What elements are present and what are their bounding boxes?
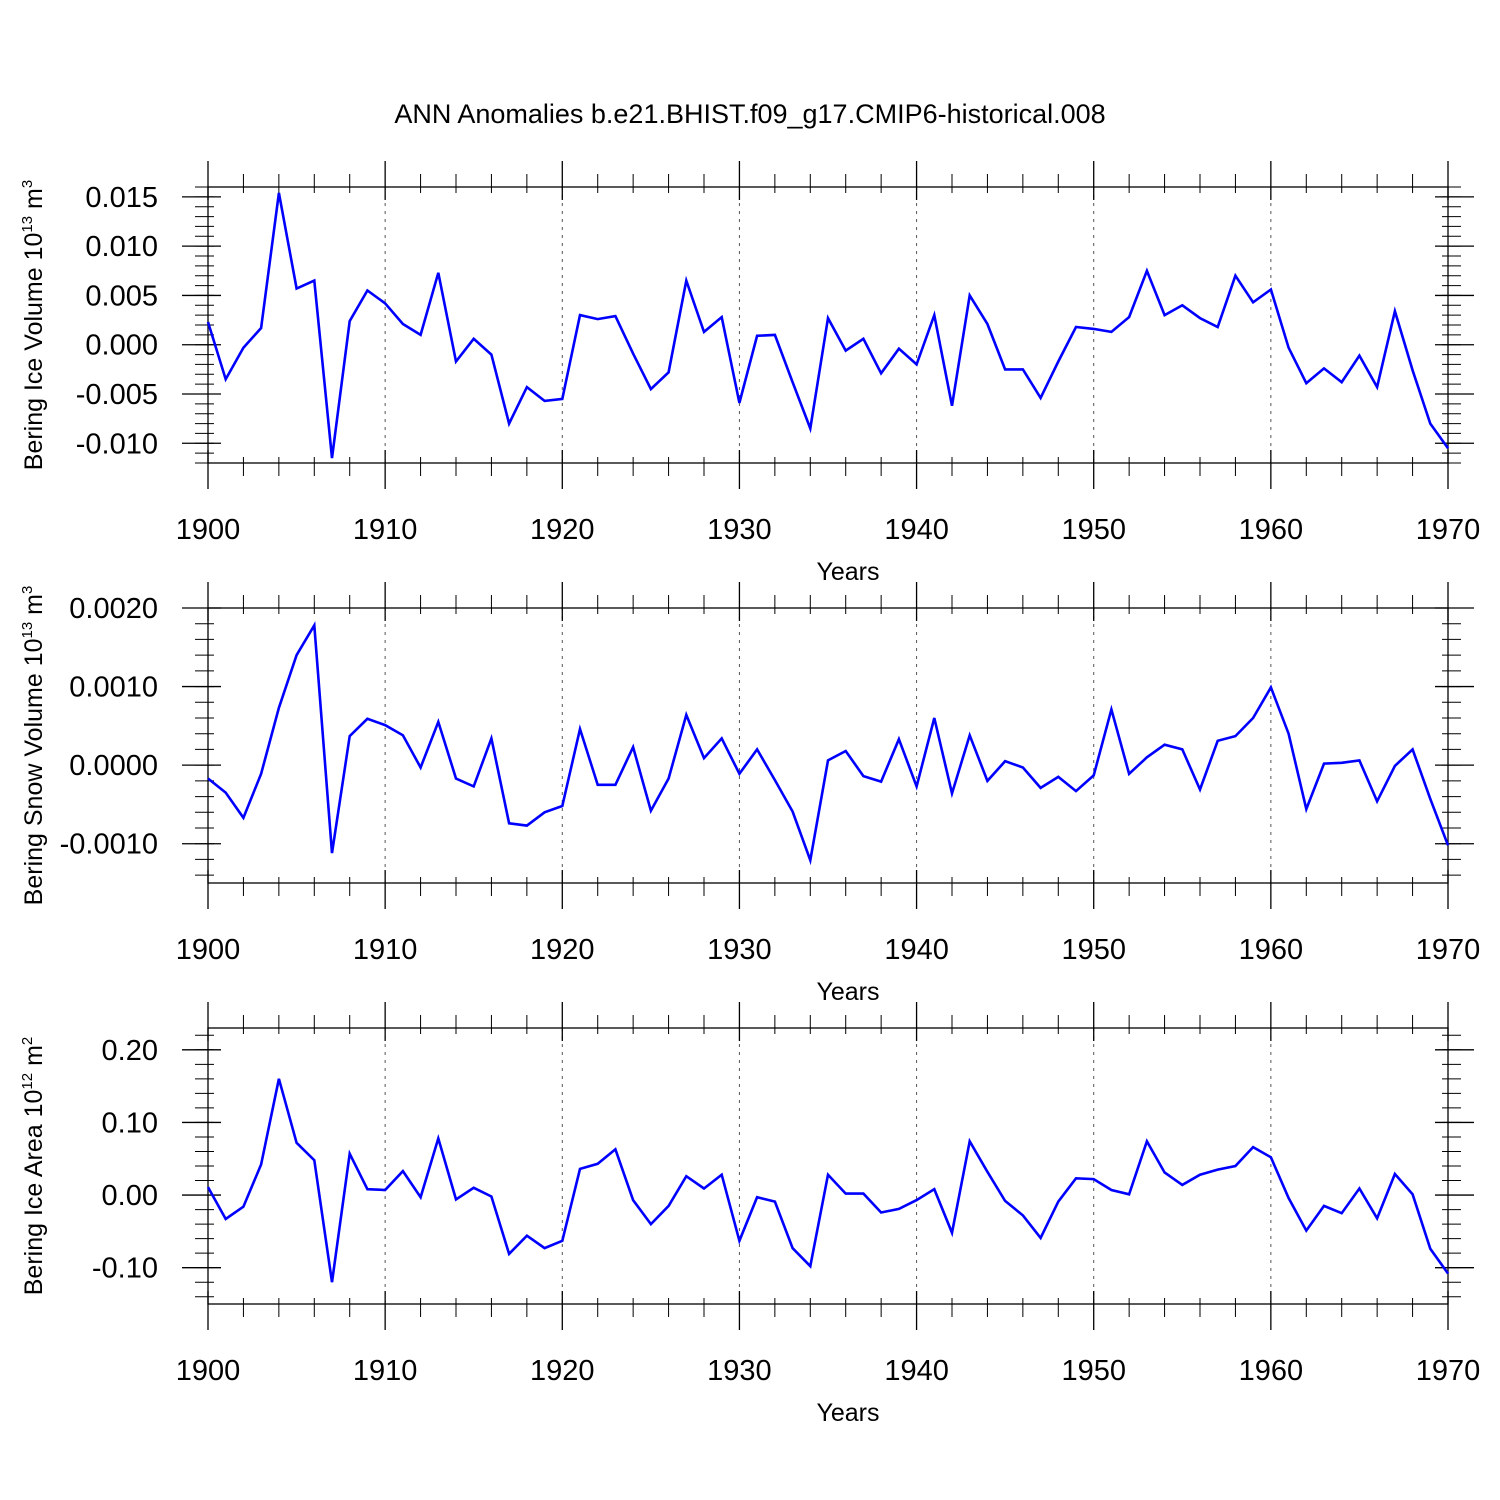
x-tick-label: 1900 bbox=[176, 1355, 241, 1387]
y-tick-label: -0.0010 bbox=[60, 829, 158, 861]
x-tick-label: 1940 bbox=[884, 514, 949, 546]
x-tick-label: 1920 bbox=[530, 1355, 595, 1387]
chart-title: ANN Anomalies b.e21.BHIST.f09_g17.CMIP6-… bbox=[394, 99, 1105, 129]
x-tick-label: 1950 bbox=[1061, 1355, 1126, 1387]
y-tick-label: 0.00 bbox=[102, 1180, 158, 1212]
x-tick-label: 1970 bbox=[1416, 934, 1481, 966]
y-tick-label: 0.20 bbox=[102, 1035, 158, 1067]
panel-1: -0.010 -0.005 0.000 0.005 0.010 0.015 1900 1910… bbox=[19, 161, 1480, 586]
y-axis-title: Bering Ice Area 1012 m2 bbox=[19, 1037, 48, 1296]
plot-frame bbox=[207, 607, 1449, 884]
x-tick-label: 1920 bbox=[530, 514, 595, 546]
x-axis-title: Years bbox=[816, 558, 879, 586]
y-tick-label: 0.015 bbox=[85, 182, 158, 214]
x-tick-label: 1970 bbox=[1416, 1355, 1481, 1387]
y-tick-label: 0.0020 bbox=[69, 593, 158, 625]
y-tick-label: 0.000 bbox=[85, 330, 158, 362]
x-tick-label: 1910 bbox=[353, 1355, 418, 1387]
y-tick-label: 0.0000 bbox=[69, 750, 158, 782]
y-tick-label: -0.005 bbox=[76, 379, 158, 411]
series-line bbox=[206, 192, 1450, 459]
x-tick-label: 1970 bbox=[1416, 514, 1481, 546]
x-tick-label: 1900 bbox=[176, 514, 241, 546]
panel-3: -0.10 0.00 0.10 0.20 1900 1910 1920 1930 1940 195… bbox=[19, 1002, 1480, 1427]
x-tick-label: 1910 bbox=[353, 514, 418, 546]
x-tick-label: 1950 bbox=[1061, 514, 1126, 546]
y-tick-label: 0.005 bbox=[85, 280, 158, 312]
y-tick-label: 0.10 bbox=[102, 1107, 158, 1139]
x-tick-label: 1930 bbox=[707, 1355, 772, 1387]
y-axis-title: Bering Ice Volume 1013 m3 bbox=[19, 180, 48, 470]
x-tick-label: 1940 bbox=[884, 1355, 949, 1387]
y-tick-label: -0.010 bbox=[76, 428, 158, 460]
series-line bbox=[207, 621, 1450, 866]
x-tick-label: 1960 bbox=[1239, 934, 1304, 966]
x-tick-label: 1960 bbox=[1239, 514, 1304, 546]
y-tick-label: 0.0010 bbox=[69, 672, 158, 704]
y-tick-label: 0.010 bbox=[85, 231, 158, 263]
series-line bbox=[206, 1078, 1450, 1283]
x-tick-label: 1930 bbox=[707, 934, 772, 966]
panel-2: -0.0010 0.0000 0.0010 0.0020 1900 1910 1920 193… bbox=[19, 582, 1480, 1006]
x-tick-label: 1960 bbox=[1239, 1355, 1304, 1387]
x-tick-label: 1920 bbox=[530, 934, 595, 966]
x-tick-label: 1900 bbox=[176, 934, 241, 966]
x-tick-label: 1940 bbox=[884, 934, 949, 966]
y-axis-title: Bering Snow Volume 1013 m3 bbox=[19, 586, 48, 906]
plot-frame bbox=[207, 1027, 1449, 1305]
x-tick-label: 1950 bbox=[1061, 934, 1126, 966]
y-tick-label: -0.10 bbox=[92, 1253, 158, 1285]
x-tick-label: 1910 bbox=[353, 934, 418, 966]
x-tick-label: 1930 bbox=[707, 514, 772, 546]
x-axis-title: Years bbox=[816, 1399, 879, 1427]
x-axis-title: Years bbox=[816, 978, 879, 1006]
